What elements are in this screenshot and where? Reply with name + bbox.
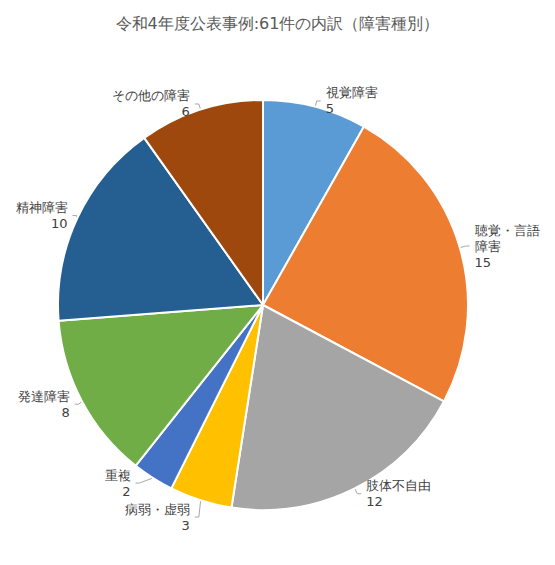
svg-text:聴覚・言語: 聴覚・言語 (475, 223, 540, 238)
svg-text:発達障害: 発達障害 (18, 389, 70, 404)
svg-text:精神障害: 精神障害 (16, 200, 68, 215)
svg-text:12: 12 (366, 494, 383, 509)
svg-text:10: 10 (51, 216, 68, 231)
svg-text:肢体不自由: 肢体不自由 (366, 478, 431, 493)
svg-text:15: 15 (475, 255, 492, 270)
svg-text:6: 6 (182, 104, 190, 119)
svg-text:重複: 重複 (105, 468, 131, 483)
svg-text:障害: 障害 (475, 239, 501, 254)
svg-text:5: 5 (326, 101, 334, 116)
svg-text:2: 2 (122, 484, 130, 499)
svg-text:3: 3 (182, 518, 190, 533)
svg-text:8: 8 (61, 405, 69, 420)
svg-text:視覚障害: 視覚障害 (326, 85, 378, 100)
svg-text:病弱・虚弱: 病弱・虚弱 (125, 502, 190, 517)
svg-text:その他の障害: その他の障害 (112, 88, 190, 103)
svg-text:令和4年度公表事例:61件の内訳（障害種別）: 令和4年度公表事例:61件の内訳（障害種別） (116, 14, 440, 33)
